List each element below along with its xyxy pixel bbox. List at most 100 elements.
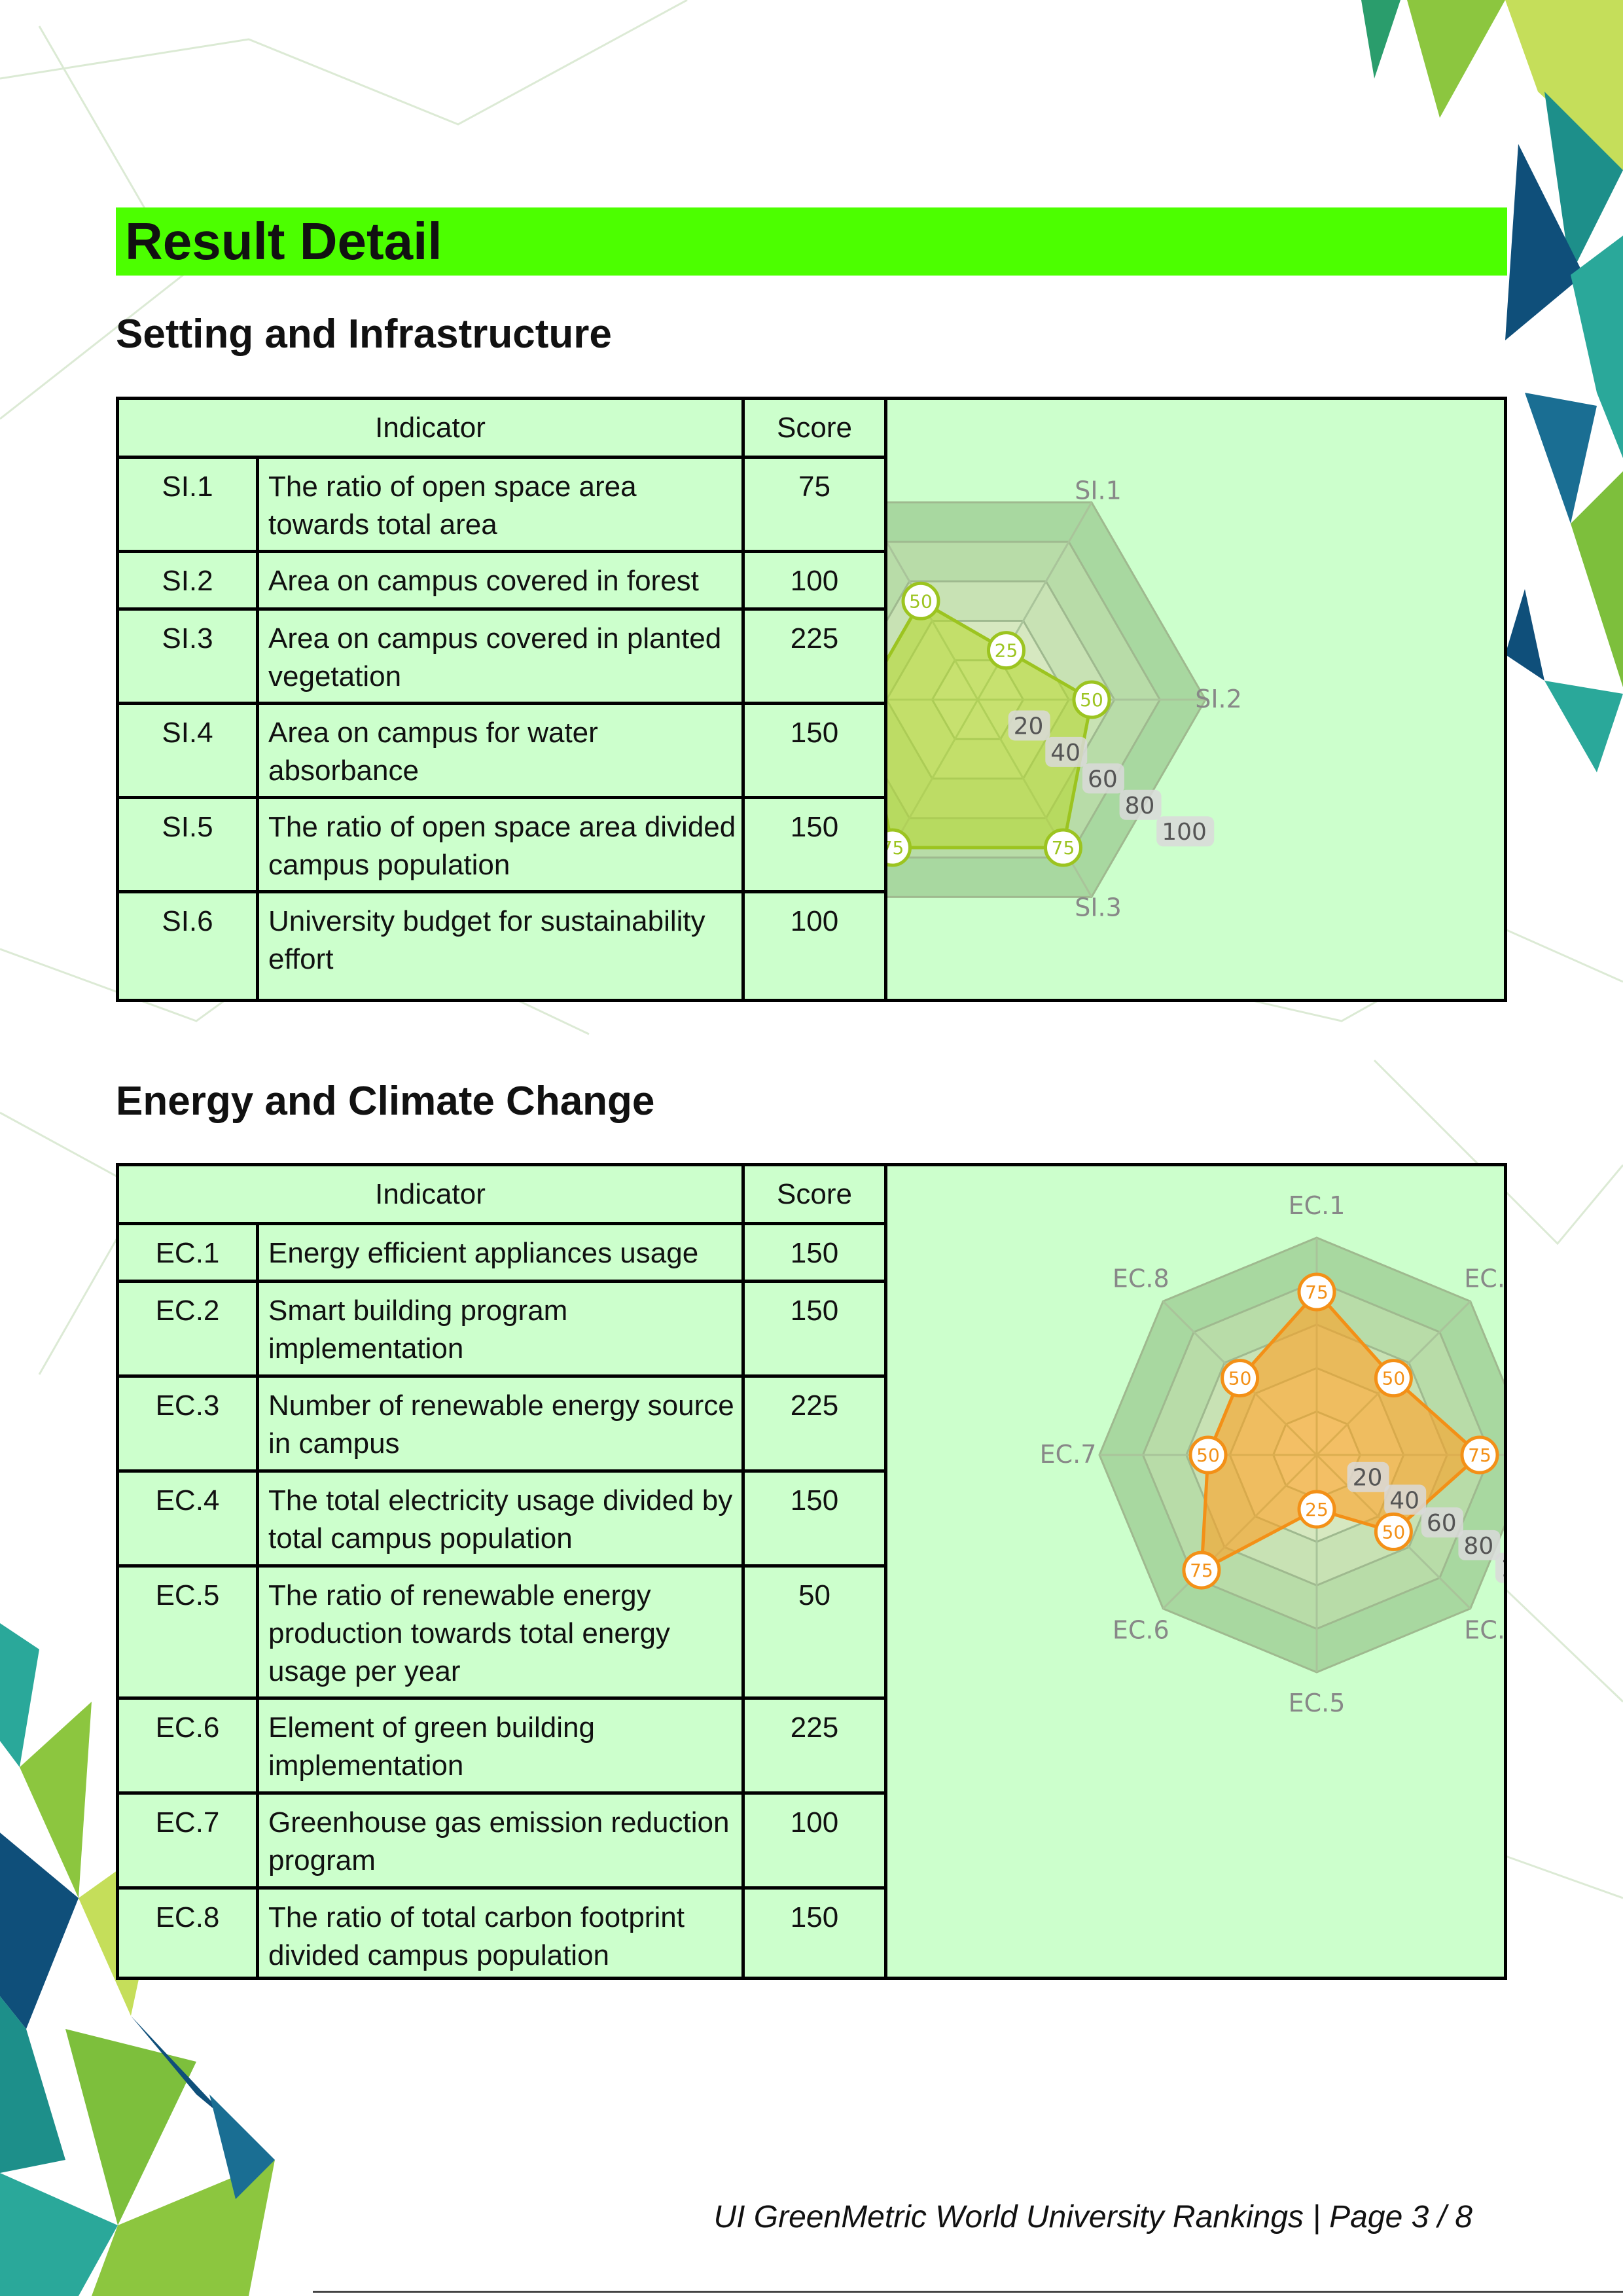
svg-text:25: 25 [1305, 1499, 1329, 1520]
radar-axis-label: EC.1 [1289, 1191, 1346, 1220]
svg-text:75: 75 [1305, 1282, 1329, 1303]
radar-data-point: 75 [1297, 1272, 1336, 1312]
indicator-text: Area on campus covered in planted vegeta… [259, 611, 745, 702]
table-row: EC.6 Element of green building implement… [119, 1700, 887, 1795]
indicator-score: 150 [745, 1283, 887, 1374]
radar-data-point: 50 [1374, 1512, 1413, 1551]
table-row: EC.7 Greenhouse gas emission reduction p… [119, 1795, 887, 1890]
indicator-text: University budget for sustainability eff… [259, 893, 745, 999]
indicator-score: 150 [745, 1890, 887, 1977]
table-energy-climate: Indicator Score EC.1 Energy efficient ap… [116, 1163, 1507, 1980]
radar-data-point: 25 [987, 631, 1026, 670]
radar-axis-label: EC.7 [1040, 1440, 1097, 1469]
radar-data-point: 50 [901, 581, 940, 620]
table-row: SI.5 The ratio of open space area divide… [119, 799, 887, 893]
radar-ring-label: 60 [1082, 763, 1124, 794]
table-row: SI.1 The ratio of open space area toward… [119, 459, 887, 553]
radar-data-point: 50 [1221, 1359, 1260, 1398]
svg-text:50: 50 [1080, 689, 1103, 711]
indicator-score: 50 [745, 1568, 887, 1696]
svg-text:75: 75 [1190, 1560, 1213, 1581]
table-row: SI.6 University budget for sustainabilit… [119, 893, 887, 999]
indicator-text: The ratio of open space area towards tot… [259, 459, 745, 550]
table-row: EC.5 The ratio of renewable energy produ… [119, 1568, 887, 1700]
radar-ring-label: 20 [1347, 1462, 1389, 1492]
indicator-code: SI.2 [119, 553, 259, 607]
indicator-text: The ratio of renewable energy production… [259, 1568, 745, 1696]
indicator-code: EC.6 [119, 1700, 259, 1791]
indicator-text: The ratio of open space area divided cam… [259, 799, 745, 890]
radar-data-point: 25 [1297, 1490, 1336, 1529]
radar-data-point: 50 [1072, 680, 1111, 719]
indicator-text: Number of renewable energy source in cam… [259, 1378, 745, 1469]
indicator-code: EC.3 [119, 1378, 259, 1469]
page-title: Result Detail [125, 212, 442, 270]
svg-text:60: 60 [1088, 766, 1118, 793]
table-header-row: Indicator Score [119, 1166, 887, 1225]
indicator-code: EC.8 [119, 1890, 259, 1977]
svg-text:75: 75 [1468, 1444, 1491, 1466]
svg-text:100: 100 [1501, 1556, 1504, 1583]
indicator-code: EC.7 [119, 1795, 259, 1886]
header-score: Score [745, 1166, 887, 1222]
header-indicator: Indicator [119, 400, 745, 456]
svg-text:50: 50 [1228, 1368, 1252, 1390]
svg-text:50: 50 [1382, 1368, 1406, 1390]
indicator-score: 150 [745, 1225, 887, 1280]
indicator-text: The total electricity usage divided by t… [259, 1473, 745, 1564]
indicator-score: 225 [745, 611, 887, 702]
svg-text:20: 20 [1353, 1465, 1383, 1492]
indicator-score: 225 [745, 1700, 887, 1791]
radar-data-point: 50 [1188, 1435, 1228, 1475]
indicator-score: 150 [745, 1473, 887, 1564]
radar-data-point: 50 [1374, 1359, 1413, 1398]
header-score: Score [745, 400, 887, 456]
radar-ring-label: 40 [1045, 736, 1088, 767]
radar-ring-label: 80 [1458, 1530, 1501, 1560]
svg-text:50: 50 [1382, 1521, 1406, 1543]
page-footer: UI GreenMetric World University Rankings… [713, 2200, 1472, 2234]
indicator-score: 100 [745, 1795, 887, 1886]
indicator-code: SI.6 [119, 893, 259, 999]
indicator-text: Smart building program implementation [259, 1283, 745, 1374]
radar-axis-label: SI.3 [1075, 893, 1122, 922]
indicator-code: EC.4 [119, 1473, 259, 1564]
radar-data-point: 75 [887, 828, 912, 867]
indicator-text: Energy efficient appliances usage [259, 1225, 745, 1280]
svg-text:40: 40 [1389, 1487, 1419, 1514]
radar-axis-label: EC.5 [1289, 1689, 1346, 1717]
indicator-text: Area on campus covered in forest [259, 553, 745, 607]
header-indicator: Indicator [119, 1166, 745, 1222]
radar-ring-label: 80 [1119, 789, 1162, 820]
section-heading-energy-climate: Energy and Climate Change [116, 1079, 655, 1124]
indicator-code: EC.1 [119, 1225, 259, 1280]
svg-text:75: 75 [1052, 837, 1075, 859]
radar-axis-label: EC.6 [1113, 1616, 1169, 1645]
indicator-text: Element of green building implementation [259, 1700, 745, 1791]
radar-data-point: 75 [1460, 1435, 1499, 1475]
section-heading-setting-infrastructure: Setting and Infrastructure [116, 312, 612, 357]
indicator-text: Greenhouse gas emission reduction progra… [259, 1795, 745, 1886]
radar-chart-setting-infrastructure: 20406080100SI.1SI.2SI.3SI.4SI.5SI.625507… [887, 476, 1242, 922]
footer-divider [313, 2291, 1623, 2293]
indicator-code: SI.1 [119, 459, 259, 550]
indicator-code: EC.2 [119, 1283, 259, 1374]
indicator-code: EC.5 [119, 1568, 259, 1696]
radar-axis-label: EC.8 [1113, 1264, 1169, 1293]
radar-axis-label: SI.2 [1195, 685, 1242, 713]
indicator-score: 225 [745, 1378, 887, 1469]
result-detail-band: Result Detail [116, 207, 1507, 276]
radar-chart-energy-climate: 20406080100EC.1EC.2EC.3EC.4EC.5EC.6EC.7E… [1040, 1191, 1504, 1717]
table-row: EC.4 The total electricity usage divided… [119, 1473, 887, 1568]
svg-text:60: 60 [1427, 1510, 1457, 1537]
table-row: EC.2 Smart building program implementati… [119, 1283, 887, 1378]
indicator-score: 100 [745, 893, 887, 999]
radar-axis-label: EC.4 [1464, 1616, 1504, 1645]
indicator-score: 100 [745, 553, 887, 607]
svg-text:50: 50 [1196, 1444, 1220, 1466]
radar-data-point: 75 [1182, 1551, 1221, 1590]
indicator-code: SI.3 [119, 611, 259, 702]
table-row: SI.4 Area on campus for water absorbance… [119, 705, 887, 799]
radar-data-point: 75 [1044, 828, 1082, 867]
svg-text:40: 40 [1050, 740, 1080, 766]
